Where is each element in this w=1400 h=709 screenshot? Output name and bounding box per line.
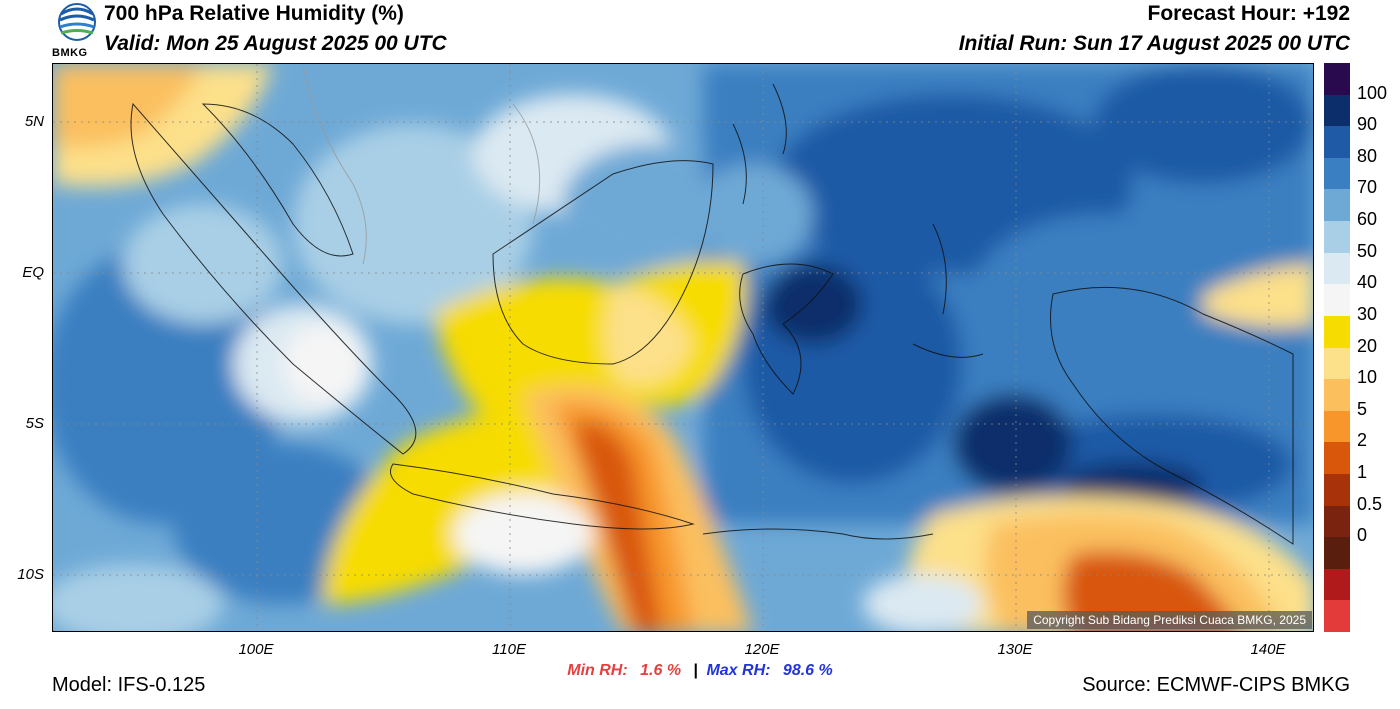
new-guinea-coast <box>1050 286 1294 545</box>
colorbar-segment <box>1324 537 1350 570</box>
colorbar-label: 100 <box>1357 82 1388 103</box>
sulawesi-coast <box>739 263 834 395</box>
colorbar-segment <box>1324 473 1350 507</box>
colorbar-segment <box>1324 221 1350 254</box>
lat-label-eq: EQ <box>22 264 44 281</box>
colorbar-segment <box>1324 600 1350 633</box>
lon-label-120e: 120E <box>744 641 780 658</box>
sumatra-coast <box>130 102 417 455</box>
philippines-coast <box>732 83 787 205</box>
colorbar-segment <box>1324 157 1350 190</box>
max-rh-value: 98.6 % <box>782 662 833 679</box>
map-title: 700 hPa Relative Humidity (%) <box>104 2 404 25</box>
lon-label-130e: 130E <box>997 641 1033 658</box>
colorbar-label: 10 <box>1357 367 1378 388</box>
colorbar-label: 1 <box>1357 461 1368 482</box>
colorbar-label: 30 <box>1357 303 1378 324</box>
colorbar-segment <box>1324 94 1350 127</box>
copyright-notice: Copyright Sub Bidang Prediksi Cuaca BMKG… <box>1027 611 1312 629</box>
initial-run: Initial Run: Sun 17 August 2025 00 UTC <box>958 32 1350 55</box>
colorbar-segment <box>1324 252 1350 285</box>
malay-coast <box>201 103 354 257</box>
colorbar-label: 2 <box>1357 430 1368 451</box>
colorbar-label: 40 <box>1357 272 1378 293</box>
lat-label-5n: 5N <box>24 113 44 130</box>
bmkg-logo <box>52 0 102 60</box>
lon-label-140e: 140E <box>1250 641 1286 658</box>
bmkg-logo-text: BMKG <box>52 47 88 59</box>
lat-label-5s: 5S <box>25 415 44 432</box>
colorbar-segment <box>1324 568 1350 601</box>
colorbar-segment <box>1324 505 1350 538</box>
source-info: Source: ECMWF-CIPS BMKG <box>1082 674 1350 696</box>
valid-time: Valid: Mon 25 August 2025 00 UTC <box>104 32 447 55</box>
min-rh-label: Min RH: <box>567 662 628 679</box>
colorbar-label: 70 <box>1357 177 1378 198</box>
humidity-map <box>52 63 1314 632</box>
rh-stats: Min RH: 1.6 % | Max RH: 98.6 % <box>0 662 1400 680</box>
model-info: Model: IFS-0.125 <box>52 674 206 696</box>
lon-label-110e: 110E <box>492 641 526 658</box>
colorbar-label: 60 <box>1357 209 1378 230</box>
borneo-coast <box>492 160 714 365</box>
colorbar-segment <box>1324 410 1350 443</box>
colorbar-segment <box>1324 284 1350 317</box>
colorbar-segment <box>1324 379 1350 412</box>
java-coast <box>390 463 695 530</box>
colorbar-segment <box>1324 126 1350 159</box>
nusa-tenggara-coast <box>702 528 934 540</box>
max-rh-label: Max RH: <box>706 662 771 679</box>
maluku-coast <box>912 223 984 358</box>
colorbar-label: 5 <box>1357 398 1368 419</box>
colorbar-segment <box>1324 63 1350 96</box>
forecast-hour: Forecast Hour: +192 <box>1147 2 1351 25</box>
stats-separator: | <box>693 662 698 679</box>
colorbar-label: 0.5 <box>1357 493 1383 514</box>
colorbar-segment <box>1324 189 1350 222</box>
colorbar-label: 90 <box>1357 114 1378 135</box>
min-rh-value: 1.6 % <box>640 662 682 679</box>
humidity-field <box>53 64 1313 631</box>
colorbar-label: 0 <box>1357 525 1368 546</box>
colorbar-label: 80 <box>1357 145 1378 166</box>
lat-label-10s: 10S <box>17 566 44 583</box>
colorbar-segment <box>1324 442 1350 475</box>
colorbar-segment <box>1324 315 1350 348</box>
colorbar-label: 50 <box>1357 240 1378 261</box>
lon-label-100e: 100E <box>238 641 274 658</box>
colorbar-segment <box>1324 347 1350 380</box>
colorbar-label: 20 <box>1357 335 1378 356</box>
